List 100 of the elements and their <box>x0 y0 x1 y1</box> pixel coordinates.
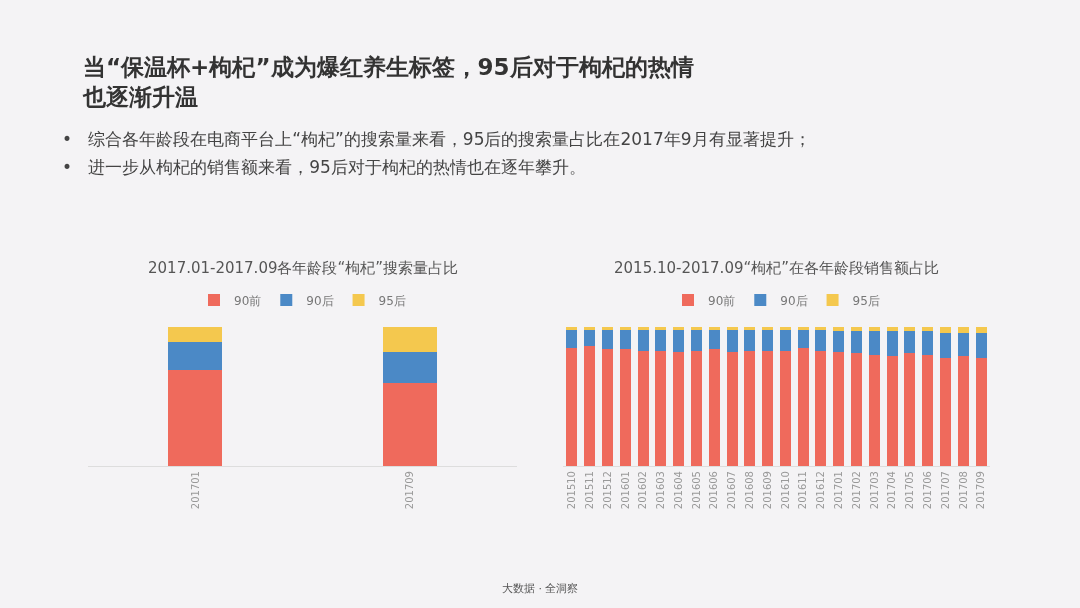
bar <box>584 327 596 330</box>
bar <box>922 327 934 332</box>
bar <box>957 332 969 357</box>
text: 大数据 · 全洞察 <box>502 582 579 595</box>
bar <box>168 370 223 466</box>
x-tick-label: 201705 <box>904 471 916 510</box>
bar <box>726 329 738 353</box>
bar <box>708 329 720 350</box>
x-tick-label: 201709 <box>975 471 987 510</box>
bar <box>779 329 791 351</box>
bar <box>673 329 685 353</box>
bar <box>940 332 952 358</box>
x-tick-label: 201702 <box>850 471 862 510</box>
bar <box>815 350 827 466</box>
bar <box>619 349 631 466</box>
bar <box>779 350 791 466</box>
bar <box>851 331 863 354</box>
legend-label: 90前 <box>234 293 262 308</box>
legend-label: 95后 <box>378 293 406 308</box>
bar <box>601 349 613 466</box>
bar <box>886 356 898 466</box>
bar <box>975 327 987 333</box>
bar <box>922 354 934 466</box>
text: 当“保温杯+枸杞”成为爆红养生标签，95后对于枸杞的热情也逐渐升温 <box>82 54 694 110</box>
x-tick-label: 201601 <box>619 471 631 510</box>
bar <box>744 327 756 330</box>
bar <box>655 350 667 466</box>
bar <box>168 327 223 343</box>
x-tick-label: 201610 <box>779 471 791 510</box>
x-tick-label: 201612 <box>815 471 827 510</box>
bar <box>815 327 827 330</box>
bar <box>851 327 863 332</box>
bar <box>797 329 809 348</box>
x-tick-label: 201511 <box>583 471 595 510</box>
legend-label: 90后 <box>780 293 808 308</box>
bar <box>673 352 685 466</box>
x-tick-label: 201602 <box>637 471 649 510</box>
bar <box>690 350 702 466</box>
x-tick-label: 201703 <box>868 471 880 510</box>
bar <box>655 329 667 351</box>
bar <box>673 327 685 330</box>
bar <box>382 327 437 353</box>
x-tick-label: 201606 <box>708 471 720 510</box>
bar <box>922 331 934 355</box>
bar <box>868 354 880 466</box>
bar <box>584 329 596 347</box>
bar <box>566 329 578 348</box>
bar <box>168 342 223 371</box>
bar <box>619 329 631 350</box>
chart-title: 2015.10-2017.09“枸杞”在各年龄段销售额占比 <box>614 259 940 277</box>
bar <box>833 352 845 466</box>
x-tick-label: 201608 <box>744 471 756 510</box>
legend-label: 90后 <box>306 293 334 308</box>
x-tick-label: 201706 <box>921 471 933 510</box>
x-tick-label: 201704 <box>886 471 898 510</box>
bar <box>904 331 916 354</box>
x-tick-label: 201603 <box>655 471 667 510</box>
bar <box>601 329 613 350</box>
bar <box>655 327 667 330</box>
bar <box>975 332 987 358</box>
bar <box>779 327 791 330</box>
x-tick-label: 201707 <box>939 471 951 510</box>
bar <box>833 327 845 332</box>
bar <box>690 327 702 330</box>
x-tick-label: 201701 <box>189 471 201 510</box>
bar <box>833 331 845 353</box>
bar <box>797 327 809 330</box>
bar <box>975 357 987 466</box>
bar <box>708 327 720 330</box>
chart-title: 2017.01-2017.09各年龄段“枸杞”搜索量占比 <box>148 259 459 277</box>
bar <box>726 352 738 466</box>
bar <box>868 331 880 355</box>
bar <box>744 329 756 351</box>
bar <box>940 327 952 333</box>
bar <box>762 350 774 466</box>
x-tick-label: 201510 <box>566 471 578 510</box>
bar <box>904 353 916 466</box>
bar <box>744 350 756 466</box>
x-tick-label: 201512 <box>601 471 613 510</box>
bar <box>868 327 880 332</box>
bar <box>886 331 898 357</box>
bar <box>851 353 863 466</box>
bar <box>708 349 720 466</box>
legend-label: 95后 <box>852 293 880 308</box>
bar <box>940 357 952 466</box>
bar <box>382 352 437 383</box>
bar <box>637 329 649 351</box>
x-tick-label: 201709 <box>404 471 415 510</box>
bar <box>619 327 631 330</box>
x-tick-label: 201604 <box>672 471 684 510</box>
bar <box>957 356 969 466</box>
x-tick-label: 201607 <box>726 471 738 510</box>
bar <box>726 327 738 330</box>
bar <box>584 346 596 466</box>
x-tick-label: 201701 <box>833 471 845 510</box>
x-tick-label: 201605 <box>690 471 702 510</box>
bar <box>762 329 774 351</box>
bar <box>815 329 827 351</box>
text: • 进一步从枸杞的销售额来看，95后对于枸杞的热情也在逐年攀升。 <box>62 157 586 177</box>
bar <box>566 327 578 330</box>
